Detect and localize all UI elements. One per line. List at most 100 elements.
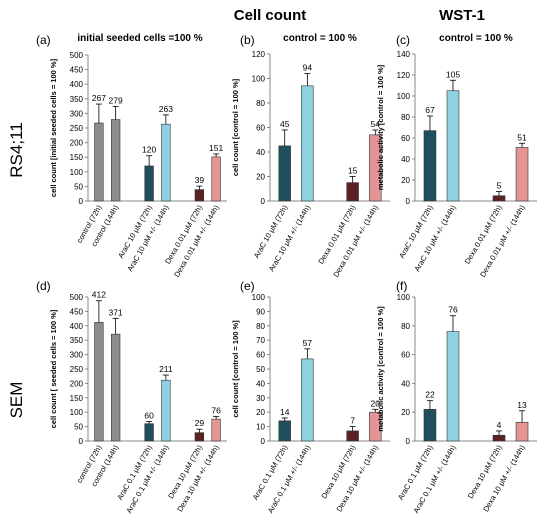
y-tick-label: 50 (74, 423, 83, 432)
data-label: 29 (195, 418, 205, 428)
y-tick-label: 20 (401, 408, 410, 417)
bar (211, 418, 221, 442)
bar (161, 123, 171, 202)
category-label: AraC 0.1 μM +/- (144h) (411, 443, 458, 515)
y-axis-label: metabolic activity [control = 100 %] (376, 64, 385, 190)
panel-label: (d) (36, 279, 51, 293)
bar (211, 156, 221, 202)
panel-b: (b) control = 100 % cell count [control = … (231, 33, 390, 279)
y-tick-label: 0 (79, 437, 84, 446)
y-tick-label: 500 (70, 293, 84, 302)
header-cell-count: Cell count (234, 7, 307, 24)
y-tick-label: 10 (256, 423, 265, 432)
y-tick-label: 20 (256, 408, 265, 417)
y-tick-label: 0 (261, 437, 266, 446)
y-tick-label: 50 (74, 182, 83, 191)
y-tick-label: 200 (70, 139, 84, 148)
y-tick-label: 150 (70, 394, 84, 403)
panel-subtitle: control = 100 % (283, 33, 357, 44)
bar (110, 119, 121, 202)
data-label: 76 (448, 305, 458, 315)
data-label: 57 (303, 338, 313, 348)
y-tick-label: 140 (397, 50, 411, 59)
data-label: 13 (517, 400, 527, 410)
y-tick-label: 100 (252, 293, 266, 302)
data-label: 5 (497, 181, 502, 191)
y-axis-label: cell count [control = 100 %] (231, 78, 240, 176)
category-label: AraC 10 μM +/- (144h) (412, 203, 458, 273)
y-tick-label: 100 (397, 92, 411, 101)
y-tick-label: 50 (256, 365, 265, 374)
bar (94, 122, 104, 202)
data-label: 211 (159, 364, 173, 374)
panel-f: (f) metabolic activity [control = 100 %] 0… (376, 279, 537, 515)
panel-d: (d) cell count [ seeded cells = 100 %] 0 50… (36, 279, 227, 515)
y-tick-label: 400 (70, 322, 84, 331)
y-tick-label: 100 (70, 408, 84, 417)
bar (446, 331, 460, 442)
y-tick-label: 250 (70, 124, 84, 133)
data-label: 371 (109, 307, 123, 317)
y-tick-label: 100 (252, 75, 266, 84)
y-tick-label: 100 (397, 293, 411, 302)
row-label-rs411: RS4;11 (7, 122, 26, 177)
y-tick-label: 0 (406, 197, 411, 206)
panels: (a) initial seeded cells =100 % cell count… (36, 33, 537, 515)
y-tick-label: 0 (406, 437, 411, 446)
y-tick-label: 150 (70, 153, 84, 162)
y-tick-label: 120 (252, 50, 266, 59)
y-tick-label: 80 (401, 113, 410, 122)
y-tick-label: 200 (70, 379, 84, 388)
data-label: 22 (425, 390, 435, 400)
data-label: 267 (92, 93, 106, 103)
category-label: AraC 0.1 μM +/- (144h) (266, 443, 313, 515)
row-label-sem: SEM (7, 382, 26, 419)
bar (194, 189, 205, 202)
panel-a: (a) initial seeded cells =100 % cell count… (36, 33, 227, 279)
data-label: 105 (446, 69, 460, 79)
panel-label: (c) (396, 33, 410, 47)
panel-label: (b) (240, 33, 255, 47)
y-tick-label: 40 (256, 379, 265, 388)
bar (446, 90, 460, 202)
bar (346, 430, 359, 442)
bar (301, 358, 314, 442)
y-tick-label: 40 (256, 148, 265, 157)
y-tick-label: 300 (70, 109, 84, 118)
data-label: 45 (280, 119, 290, 129)
bar (515, 421, 529, 442)
y-tick-label: 60 (256, 351, 265, 360)
data-label: 67 (425, 105, 435, 115)
category-label: Dexa 0.01 μM +/- (144h) (331, 203, 380, 279)
y-tick-label: 80 (256, 322, 265, 331)
y-tick-label: 60 (401, 351, 410, 360)
y-tick-label: 350 (70, 95, 84, 104)
panel-label: (a) (36, 33, 51, 47)
y-tick-label: 450 (70, 307, 84, 316)
bar (423, 409, 437, 442)
y-tick-label: 300 (70, 351, 84, 360)
data-label: 94 (303, 63, 313, 73)
panel-label: (f) (396, 279, 407, 293)
data-label: 14 (280, 407, 290, 417)
bar (492, 434, 506, 442)
y-tick-label: 0 (261, 197, 266, 206)
y-tick-label: 30 (256, 394, 265, 403)
data-label: 51 (517, 132, 527, 142)
category-label: Dexa 10 μM +/- (144h) (481, 443, 527, 513)
bar (346, 182, 359, 202)
panel-subtitle: control = 100 % (439, 33, 513, 44)
data-label: 4 (497, 420, 502, 430)
y-tick-label: 20 (256, 173, 265, 182)
y-tick-label: 60 (256, 124, 265, 133)
data-label: 120 (142, 145, 156, 155)
data-label: 279 (109, 95, 123, 105)
category-label: Dexa 0.01 μM +/- (144h) (478, 203, 527, 279)
y-tick-label: 80 (401, 322, 410, 331)
y-tick-label: 0 (79, 197, 84, 206)
bar (144, 423, 154, 442)
y-axis-label: metabolic activity [control = 100 %] (376, 306, 385, 432)
category-label: Dexa 10 μM +/- (144h) (335, 443, 381, 513)
y-tick-label: 40 (401, 155, 410, 164)
